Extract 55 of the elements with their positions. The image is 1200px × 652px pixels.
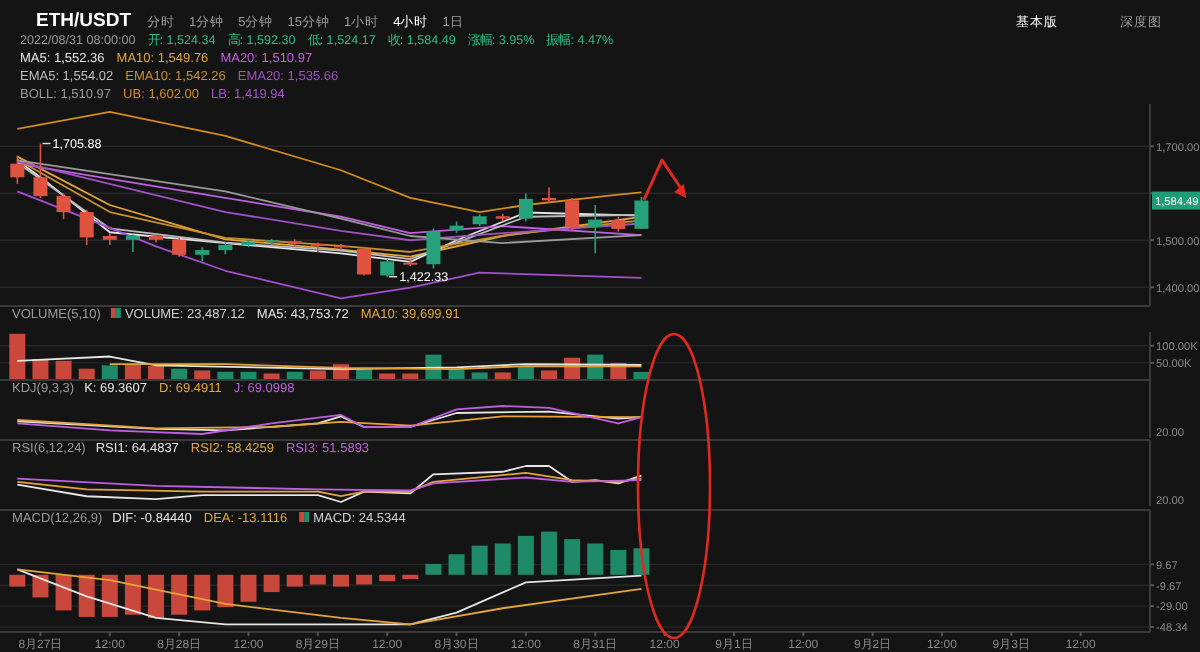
candlestick	[310, 241, 325, 253]
bar	[9, 333, 26, 380]
bar	[55, 360, 72, 380]
bar	[540, 370, 557, 380]
bar	[564, 539, 581, 575]
bar	[309, 574, 326, 585]
line-series	[16, 355, 643, 371]
bar	[101, 574, 118, 617]
bar	[587, 543, 604, 575]
bar	[124, 574, 141, 615]
bar	[471, 372, 488, 380]
bar	[101, 365, 118, 380]
bar	[55, 574, 72, 611]
bar	[402, 574, 419, 580]
chart-title: ETH/USDT	[36, 10, 132, 32]
bar	[286, 574, 303, 587]
bar	[332, 574, 349, 587]
bar	[402, 373, 419, 380]
candlestick	[33, 142, 48, 199]
bar	[494, 372, 511, 380]
bar	[78, 574, 95, 617]
line-series	[16, 568, 643, 626]
candlestick	[357, 246, 372, 277]
bar	[9, 574, 26, 587]
bar	[171, 574, 188, 615]
candlestick	[125, 233, 140, 253]
bar	[610, 549, 627, 575]
candlestick	[518, 192, 533, 223]
bar	[194, 370, 211, 380]
bar	[263, 574, 280, 593]
bar	[309, 370, 326, 380]
candlestick	[56, 192, 71, 220]
candlestick	[79, 208, 94, 246]
candlestick	[634, 196, 649, 230]
bar	[517, 535, 534, 575]
bar	[425, 563, 442, 575]
bar	[379, 373, 396, 380]
candlestick	[426, 227, 441, 270]
candlestick	[172, 237, 187, 258]
bar	[379, 574, 396, 582]
candlestick	[10, 154, 25, 185]
bar	[494, 543, 511, 575]
bar	[471, 545, 488, 575]
bar	[148, 365, 165, 380]
bar	[263, 373, 280, 380]
bar	[540, 531, 557, 575]
candlestick	[588, 204, 603, 255]
candlestick	[565, 197, 580, 232]
line-series	[16, 190, 643, 300]
bar	[240, 574, 257, 602]
bar	[217, 574, 234, 608]
bar	[356, 574, 373, 585]
bar	[194, 574, 211, 611]
bar	[148, 574, 165, 618]
bar	[448, 554, 465, 575]
